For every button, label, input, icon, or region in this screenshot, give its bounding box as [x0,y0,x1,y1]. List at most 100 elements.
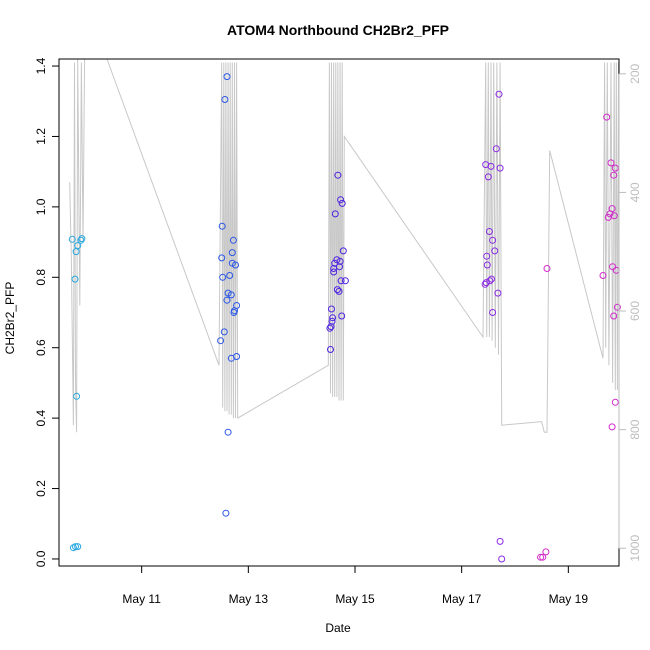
y-axis-label: CH2Br2_PFP [3,282,17,355]
y2-tick-label: 1000 [628,535,642,562]
data-point [335,287,343,295]
data-point [226,272,234,279]
y-tick-label: 1.2 [34,128,48,145]
data-point [337,277,345,285]
data-point [610,171,618,179]
y2-tick-label: 800 [628,419,642,439]
data-point [339,247,347,255]
data-point [327,323,335,331]
data-point [74,242,82,250]
flight-track-line [69,58,619,433]
data-point [610,312,618,320]
data-point [78,235,86,243]
data-point [611,164,619,172]
y-tick-label: 0.4 [34,409,48,426]
data-point [543,265,551,272]
data-point [74,543,82,551]
data-point [221,96,229,103]
data-point [496,164,504,172]
data-point [599,272,607,279]
data-points-layer [68,73,621,563]
data-point [233,302,241,309]
data-point [338,199,346,207]
data-point [341,277,349,285]
data-point [337,196,345,204]
data-point [607,159,615,167]
data-point [328,317,336,325]
x-tick-label: May 13 [229,592,269,606]
data-point [331,210,339,218]
chart-title: ATOM4 Northbound CH2Br2_PFP [227,22,449,38]
data-point [222,509,230,517]
data-point [218,254,226,262]
data-point [542,548,550,556]
data-point [232,261,239,269]
data-point [77,236,85,244]
y-tick-label: 0.0 [34,550,48,567]
axes-layer: May 11 May 13 May 15 May 17 May 19 0.0 0.2 0.4 0… [34,57,642,606]
data-point [223,73,231,81]
data-point [224,428,232,436]
data-point [608,205,616,213]
y-tick-label: 0.6 [34,339,48,356]
y2-tick-label: 200 [628,63,642,83]
data-point [485,228,493,235]
x-tick-label: May 11 [122,592,161,606]
data-point [326,324,334,332]
data-point [227,354,235,362]
flight-track-layer [69,58,619,433]
data-point [72,543,79,551]
data-point [539,553,547,561]
data-point [223,296,231,304]
data-point [498,555,506,563]
data-point [330,268,338,276]
x-tick-label: May 15 [335,592,375,606]
data-point [220,328,228,336]
data-point [334,171,342,179]
data-point [219,273,227,281]
data-point [229,236,237,244]
y2-tick-label: 400 [628,182,642,202]
data-point [489,236,497,244]
y-tick-label: 1.0 [34,198,48,215]
data-point [603,113,611,121]
data-point [71,275,79,283]
data-point [329,314,337,322]
data-point [489,309,497,316]
data-point [488,275,495,283]
data-point [484,173,492,181]
data-point [610,212,618,220]
y-tick-label: 0.2 [34,480,48,497]
data-point [217,337,225,345]
data-point [491,247,499,255]
data-point [481,280,489,288]
x-axis-label: Date [325,621,351,635]
data-point [486,277,494,285]
data-point [482,279,490,287]
data-point [609,263,617,271]
data-point [487,162,495,170]
y-tick-label: 0.8 [34,269,48,286]
data-point [492,145,500,153]
data-point [613,303,621,311]
data-point [73,392,81,400]
data-point [227,291,235,299]
x-tick-label: May 17 [442,592,482,606]
data-point [218,222,226,230]
data-point [328,305,335,313]
data-point [537,553,545,561]
data-point [611,398,619,406]
y-tick-label: 1.4 [34,57,48,74]
data-point [333,286,341,294]
data-point [336,263,343,271]
data-point [336,257,344,265]
y2-tick-label: 600 [628,301,642,321]
data-point [228,249,236,257]
data-point [608,423,616,431]
data-point [612,266,620,274]
data-point [495,90,503,98]
data-point [483,252,491,260]
data-point [327,346,334,353]
data-point [494,289,502,297]
